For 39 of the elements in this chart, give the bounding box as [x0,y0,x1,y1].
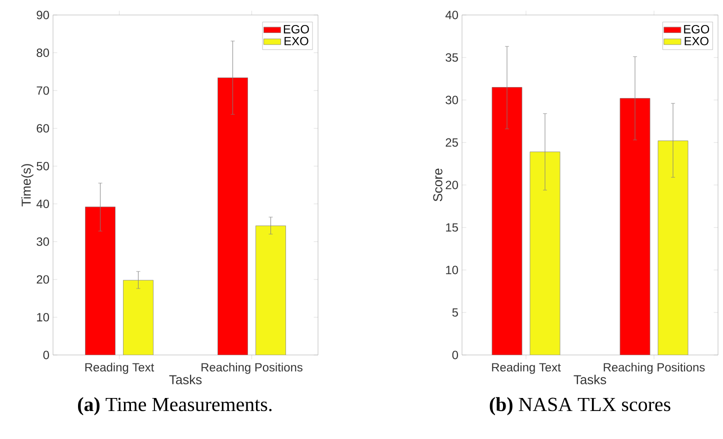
y-tick-label: 70 [36,86,50,95]
y-tick-label: 40 [445,10,458,20]
y-tick-label: 80 [36,48,50,57]
y-tick-label: 30 [446,96,458,104]
bar [530,152,560,355]
legend-label: EXO [684,36,708,46]
x-axis-title: Tasks [169,374,202,384]
y-tick-label: 50 [36,162,50,170]
bar [492,87,522,355]
y-tick-label: 10 [37,312,50,322]
x-axis-title: Tasks [574,374,606,384]
y-tick-label: 35 [446,53,458,62]
y-tick-label: 40 [36,200,50,208]
y-tick-label: 10 [446,266,458,274]
y-tick-label: 15 [446,223,458,232]
y-tick-label: 20 [446,180,458,190]
y-tick-label: 5 [452,308,458,317]
y-tick-label: 90 [36,10,50,20]
y-tick-label: 20 [36,275,50,284]
y-axis-title: Time(s) [21,164,34,206]
legend-label: EGO [284,24,309,34]
x-tick-label: Reading Text [85,362,154,374]
legend-label: EGO [684,24,710,34]
y-tick-label: 0 [43,350,50,360]
bar [620,98,650,355]
x-tick-label: Reaching Positions [604,362,705,374]
y-axis-title: Score [433,168,442,202]
legend-label: EXO [284,36,308,46]
y-tick-label: 0 [452,350,458,360]
bar [218,78,248,355]
x-tick-label: Reading Text [492,362,561,374]
text: (a) Time Measurements. [78,397,272,416]
y-tick-label: 60 [36,124,50,133]
x-tick-label: Reaching Positions [202,362,302,374]
y-tick-label: 30 [36,237,50,246]
bar [658,140,688,355]
text: (b) NASA TLX scores [490,397,670,416]
bar [123,280,154,355]
y-tick-label: 25 [446,138,458,147]
